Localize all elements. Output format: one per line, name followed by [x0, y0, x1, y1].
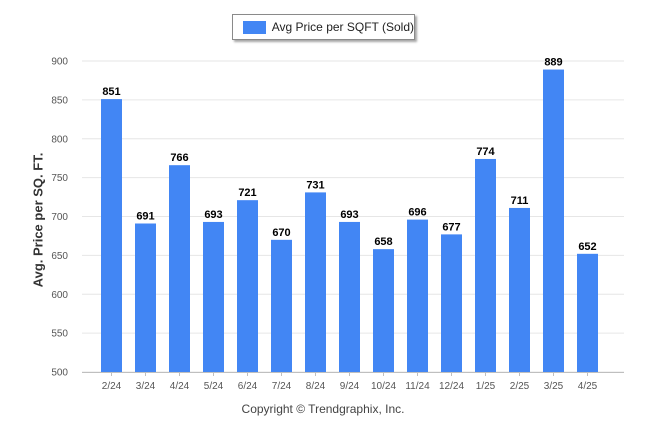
- bar: [509, 207, 530, 372]
- data-label: 711: [511, 195, 529, 207]
- data-label: 696: [408, 207, 426, 219]
- bar: [543, 69, 564, 373]
- x-tick-label: 3/24: [136, 381, 156, 392]
- bar: [203, 221, 224, 372]
- bar: [237, 200, 258, 372]
- x-tick-label: 9/24: [340, 381, 360, 392]
- y-tick-label: 900: [51, 57, 68, 68]
- legend-swatch: [243, 20, 266, 34]
- bar: [373, 249, 394, 372]
- x-tick-label: 6/24: [238, 381, 258, 392]
- x-tick-label: 2/24: [102, 381, 122, 392]
- legend: Avg Price per SQFT (Sold): [232, 14, 415, 40]
- y-tick-label: 600: [51, 290, 68, 301]
- data-label: 670: [272, 227, 290, 239]
- x-tick-label: 11/24: [405, 381, 430, 392]
- bar: [475, 158, 496, 372]
- bar: [135, 223, 156, 372]
- y-tick-label: 550: [51, 329, 68, 340]
- x-axis-ticks: 2/24 3/24 4/24 5/24 6/24 7/24 8/24 9/24 10/24 11/…: [102, 372, 598, 392]
- data-label: 721: [238, 187, 256, 199]
- data-label: 889: [544, 57, 562, 69]
- bar: [101, 99, 122, 372]
- x-tick-label: 2/25: [510, 381, 530, 392]
- bar: [441, 234, 462, 372]
- x-tick-label: 1/25: [476, 381, 496, 392]
- y-axis-ticks: 500 550 600 650 700 750 800 850 900: [51, 57, 68, 379]
- data-label: 731: [306, 179, 324, 191]
- data-label: 652: [578, 241, 596, 253]
- y-tick-label: 750: [51, 173, 68, 184]
- y-tick-label: 650: [51, 251, 68, 262]
- x-tick-label: 4/25: [578, 381, 598, 392]
- y-tick-label: 850: [51, 95, 68, 106]
- bar: [577, 253, 598, 372]
- data-label: 851: [102, 86, 120, 98]
- y-tick-label: 500: [51, 368, 68, 379]
- x-tick-label: 3/25: [544, 381, 564, 392]
- bar: [169, 165, 190, 372]
- data-label: 693: [340, 209, 358, 221]
- x-tick-label: 12/24: [439, 381, 464, 392]
- x-tick-label: 5/24: [204, 381, 224, 392]
- bars: [101, 69, 598, 373]
- x-tick-label: 7/24: [272, 381, 292, 392]
- legend-label: Avg Price per SQFT (Sold): [271, 20, 414, 34]
- copyright-footer: Copyright © Trendgraphix, Inc.: [241, 402, 405, 416]
- data-label: 691: [136, 210, 154, 222]
- data-labels: 851 691 766 693 721 670 731 693 658 696 677 774 711 8…: [102, 57, 596, 253]
- y-tick-label: 800: [51, 134, 68, 145]
- bar: [271, 239, 292, 372]
- x-tick-label: 8/24: [306, 381, 326, 392]
- x-tick-label: 4/24: [170, 381, 190, 392]
- data-label: 774: [476, 146, 495, 158]
- y-axis-label: Avg. Price per SQ. FT.: [30, 152, 46, 288]
- bar: [407, 219, 428, 372]
- data-label: 693: [204, 209, 222, 221]
- x-tick-label: 10/24: [371, 381, 396, 392]
- data-label: 677: [442, 221, 460, 233]
- data-label: 766: [170, 152, 188, 164]
- bar: [305, 192, 326, 372]
- y-tick-label: 700: [51, 212, 68, 223]
- data-label: 658: [374, 236, 392, 248]
- bar: [339, 221, 360, 372]
